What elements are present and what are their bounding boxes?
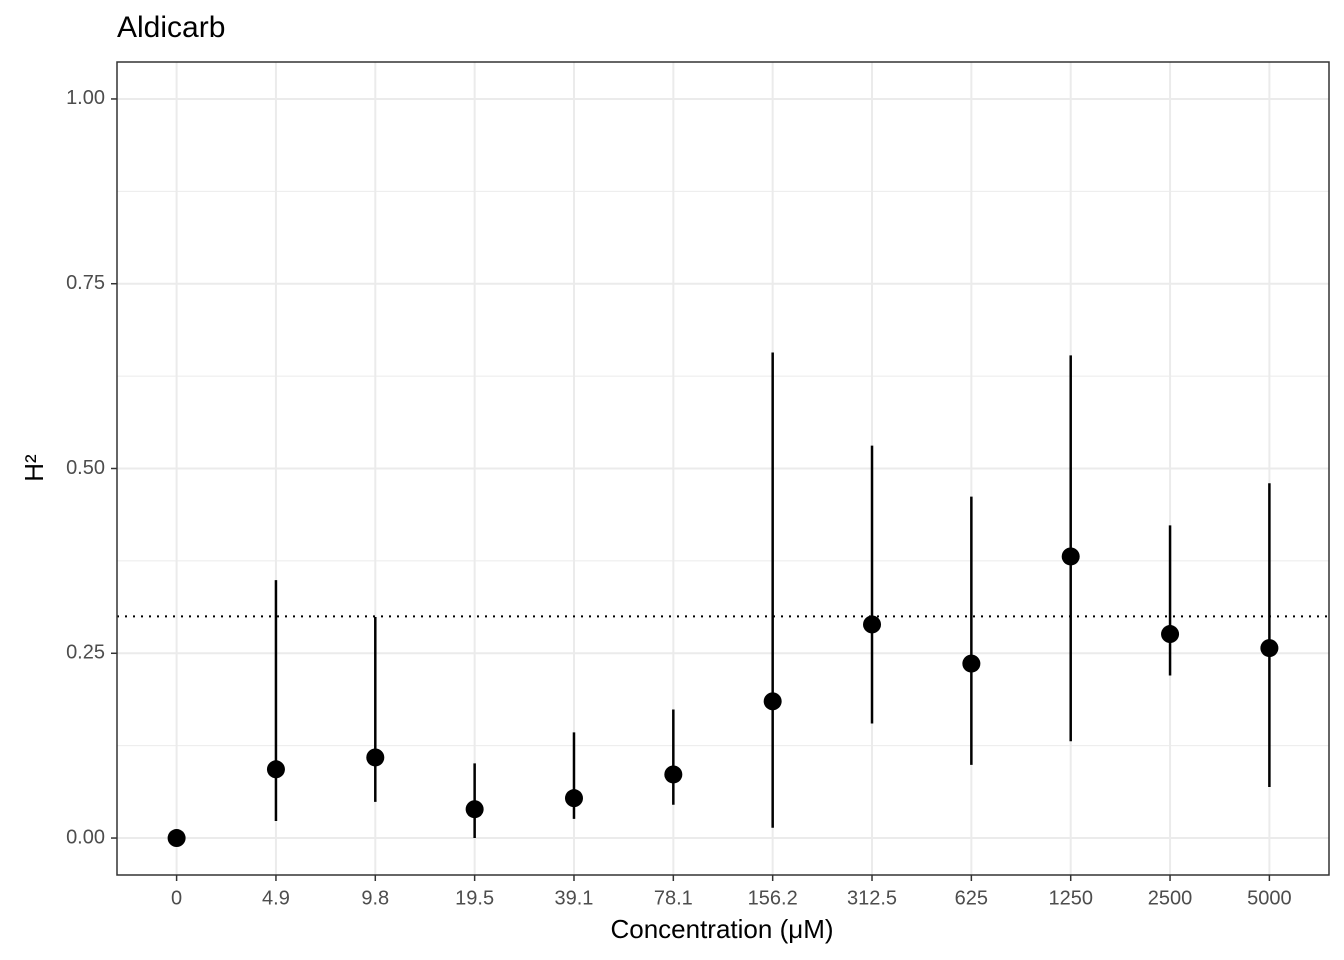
y-tick-label: 0.75 <box>66 272 105 294</box>
x-tick-label: 5000 <box>1247 887 1292 909</box>
point <box>167 829 186 848</box>
y-tick-label: 0.00 <box>66 826 105 848</box>
x-tick-label: 78.1 <box>654 887 693 909</box>
point <box>564 789 583 808</box>
point <box>863 615 882 634</box>
point <box>1161 625 1180 644</box>
x-tick-label: 39.1 <box>555 887 594 909</box>
x-axis-title: Concentration (μM) <box>610 914 833 944</box>
x-tick-label: 9.8 <box>361 887 389 909</box>
point <box>366 748 385 767</box>
x-tick-label: 2500 <box>1148 887 1193 909</box>
point <box>962 654 981 673</box>
x-tick-label: 1250 <box>1048 887 1093 909</box>
x-tick-label: 625 <box>955 887 988 909</box>
point <box>1061 547 1080 566</box>
x-tick-label: 4.9 <box>262 887 290 909</box>
point <box>664 765 683 784</box>
point <box>1260 639 1279 658</box>
plot-border <box>116 61 1330 876</box>
x-tick-label: 0 <box>171 887 182 909</box>
point <box>465 800 484 819</box>
chart-title: Aldicarb <box>117 11 225 44</box>
y-axis-title: H² <box>19 454 49 482</box>
point <box>266 760 285 779</box>
y-tick-label: 0.50 <box>66 457 105 479</box>
x-tick-label: 312.5 <box>847 887 897 909</box>
point <box>763 692 782 711</box>
x-tick-label: 19.5 <box>455 887 494 909</box>
y-tick-label: 1.00 <box>66 87 105 109</box>
x-tick-label: 156.2 <box>748 887 798 909</box>
y-tick-label: 0.25 <box>66 642 105 664</box>
